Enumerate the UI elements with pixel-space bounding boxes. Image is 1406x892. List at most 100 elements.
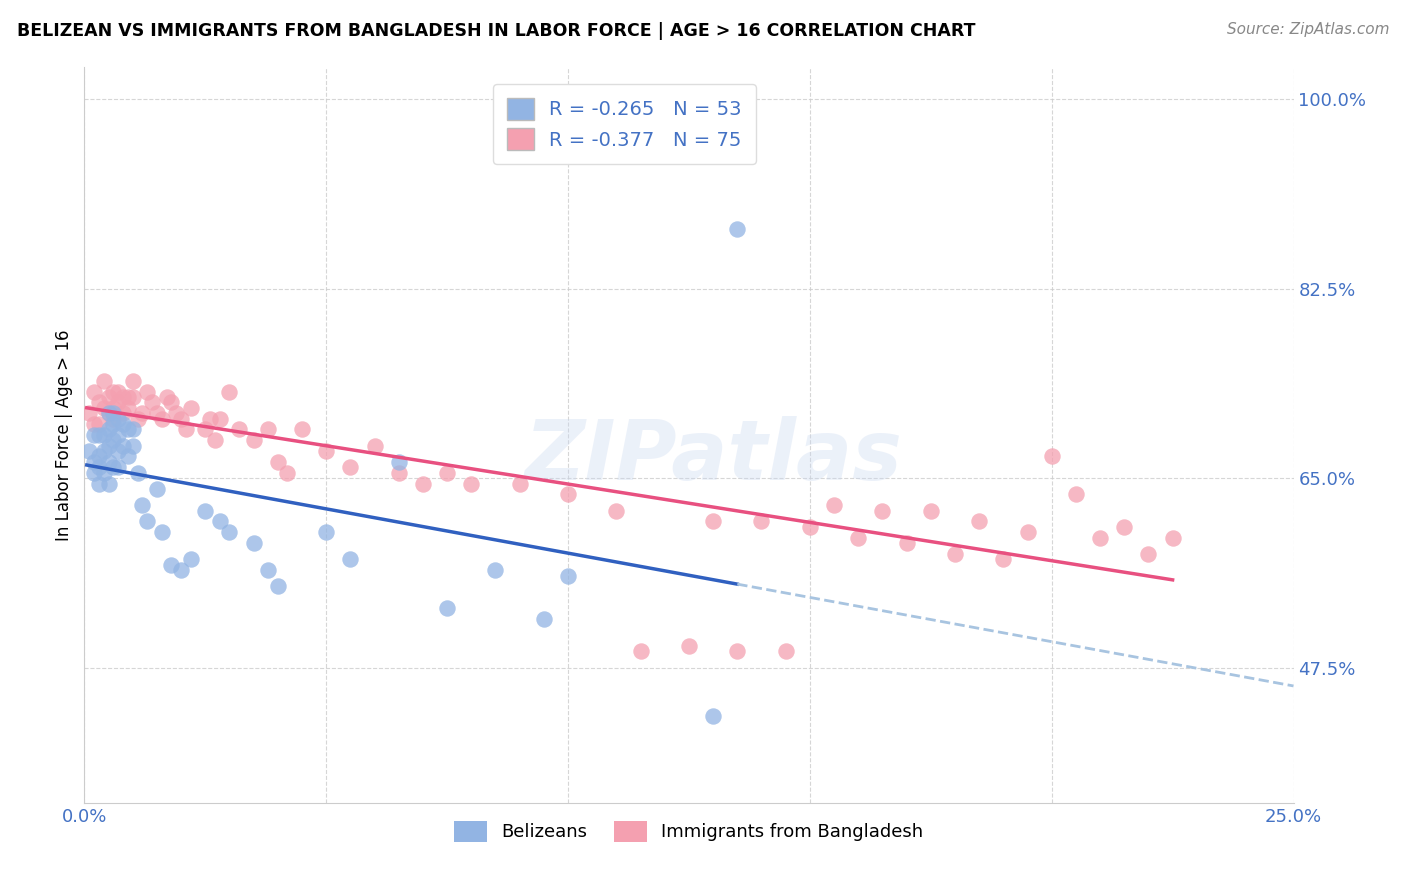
Point [155,390,177,404]
Point [117,422,139,436]
Point [339,552,361,566]
Point [872,503,894,517]
Point [276,466,298,480]
Point [103,384,125,399]
Point [267,579,290,593]
Point [107,384,129,399]
Point [799,520,821,534]
Point [1064,487,1087,501]
Point [993,552,1015,566]
Point [107,395,129,409]
Point [242,434,264,448]
Point [267,455,290,469]
Point [77,444,100,458]
Point [93,374,115,388]
Point [1088,531,1111,545]
Point [117,401,139,415]
Point [87,460,110,475]
Point [121,439,143,453]
Point [315,525,337,540]
Point [388,455,411,469]
Point [146,406,169,420]
Point [136,515,159,529]
Point [533,612,555,626]
Point [87,417,110,431]
Point [131,406,153,420]
Point [103,406,125,420]
Point [107,460,129,475]
Point [117,450,139,464]
Point [87,395,110,409]
Point [97,439,120,453]
Point [412,476,434,491]
Point [131,498,153,512]
Point [204,434,226,448]
Point [943,547,966,561]
Point [83,417,105,431]
Point [967,515,990,529]
Point [339,460,361,475]
Point [460,476,482,491]
Point [388,466,411,480]
Point [174,422,197,436]
Point [630,644,652,658]
Point [136,384,159,399]
Point [557,487,579,501]
Point [160,395,183,409]
Point [702,515,724,529]
Point [180,552,202,566]
Point [823,498,845,512]
Point [1137,547,1160,561]
Text: Source: ZipAtlas.com: Source: ZipAtlas.com [1226,22,1389,37]
Point [107,411,129,425]
Point [165,406,187,420]
Point [160,558,183,572]
Point [436,466,458,480]
Point [1017,525,1039,540]
Point [605,503,627,517]
Point [1114,520,1136,534]
Point [315,444,337,458]
Point [97,476,120,491]
Point [198,411,221,425]
Point [218,384,240,399]
Point [291,422,314,436]
Point [242,536,264,550]
Point [97,406,120,420]
Point [509,476,531,491]
Point [146,482,169,496]
Point [97,422,120,436]
Point [484,563,506,577]
Point [112,417,135,431]
Point [93,428,115,442]
Point [112,406,135,420]
Point [170,563,193,577]
Point [87,476,110,491]
Point [121,374,143,388]
Point [83,455,105,469]
Point [208,515,231,529]
Point [363,439,385,453]
Point [97,390,120,404]
Point [97,455,120,469]
Text: BELIZEAN VS IMMIGRANTS FROM BANGLADESH IN LABOR FORCE | AGE > 16 CORRELATION CHA: BELIZEAN VS IMMIGRANTS FROM BANGLADESH I… [17,22,976,40]
Point [127,411,149,425]
Point [121,390,143,404]
Point [208,411,231,425]
Point [83,466,105,480]
Point [141,395,163,409]
Point [83,428,105,442]
Text: ZIPatlas: ZIPatlas [524,417,903,498]
Point [97,406,120,420]
Point [127,466,149,480]
Point [702,709,724,723]
Point [93,444,115,458]
Point [257,422,280,436]
Point [103,411,125,425]
Point [103,460,125,475]
Y-axis label: In Labor Force | Age > 16: In Labor Force | Age > 16 [55,329,73,541]
Legend: Belizeans, Immigrants from Bangladesh: Belizeans, Immigrants from Bangladesh [447,814,931,849]
Point [103,434,125,448]
Point [117,390,139,404]
Point [896,536,918,550]
